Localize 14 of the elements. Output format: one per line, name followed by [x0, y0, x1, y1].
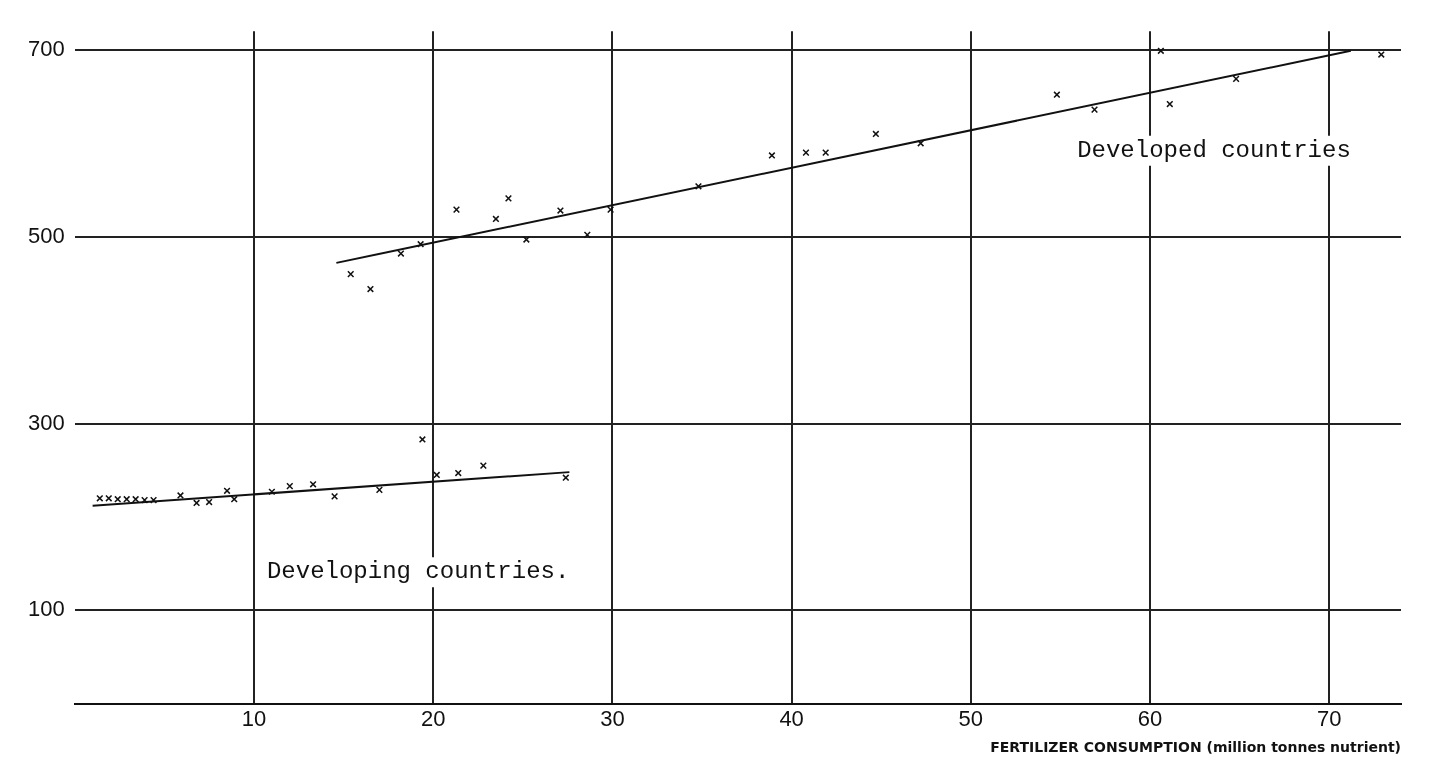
x-tick-label: 40 [779, 706, 804, 732]
x-tick-label: 30 [600, 706, 625, 732]
x-tick-label: 60 [1137, 706, 1163, 732]
y-tick-label: 300 [27, 409, 65, 435]
y-tick-label: 100 [27, 596, 65, 622]
series-label: Developed countries [1077, 137, 1351, 165]
x-tick-label: 10 [241, 706, 267, 732]
x-axis-title: FERTILIZER CONSUMPTION (million tonnes nutrient) [990, 739, 1401, 756]
x-tick-label: 20 [420, 706, 446, 732]
x-tick-label: 50 [958, 706, 984, 732]
x-tick-label: 70 [1317, 706, 1342, 732]
y-tick-label: 700 [27, 35, 65, 61]
text: Developing countries. [266, 558, 570, 586]
y-tick-label: 500 [27, 222, 65, 248]
